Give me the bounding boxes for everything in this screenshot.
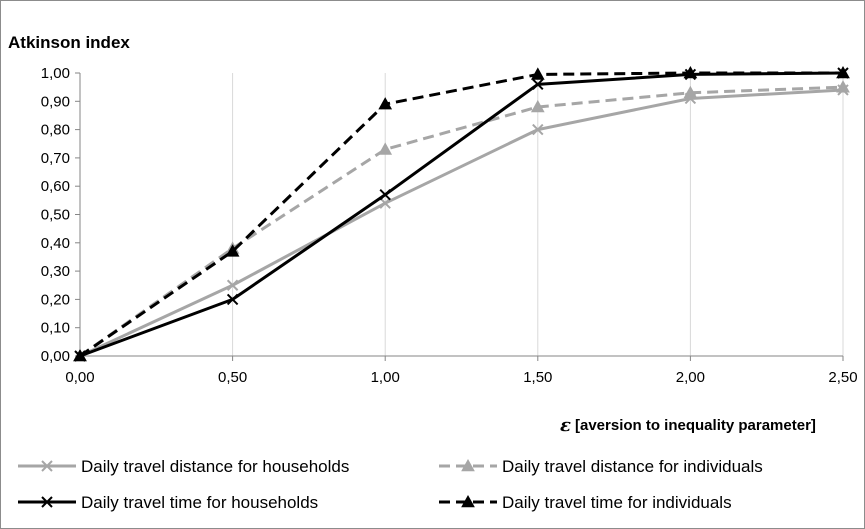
- series-2-point: [836, 80, 850, 93]
- y-tick-label: 0,90: [41, 93, 70, 110]
- x-tick-label: 2,50: [828, 369, 857, 386]
- x-tick-label: 2,00: [676, 369, 705, 386]
- y-tick-label: 0,80: [41, 122, 70, 139]
- y-axis-label: Atkinson index: [8, 33, 130, 52]
- series-3-line: [79, 71, 844, 358]
- x-tick-labels: 0,00 0,50 1,00 1,50 2,00 2,50: [65, 369, 857, 386]
- x-axis-label: [aversion to inequality parameter]: [575, 417, 816, 434]
- legend: Daily travel distance for households Dail…: [18, 457, 763, 512]
- y-tick-label: 0,70: [41, 150, 70, 167]
- series-2-point: [683, 85, 698, 99]
- series-3-point: [379, 188, 391, 201]
- y-tick-label: 0,40: [41, 235, 70, 252]
- x-tick-label: 1,00: [371, 369, 400, 386]
- series-1-point: [532, 123, 544, 136]
- series-2-line: [79, 85, 844, 358]
- y-tick-label: 0,50: [41, 207, 70, 224]
- series-1-point: [379, 197, 391, 209]
- x-tick-label: 0,50: [218, 369, 247, 386]
- series-4-point: [378, 97, 393, 110]
- legend-item: Daily travel distance for households: [18, 457, 349, 476]
- y-tick-label: 0,30: [41, 263, 70, 280]
- legend-marker: [41, 496, 53, 508]
- legend-marker: [461, 494, 475, 508]
- series-4-point: [225, 244, 240, 257]
- axes: [75, 72, 844, 361]
- series-4-point: [530, 67, 545, 80]
- y-tick-label: 1,00: [41, 65, 70, 82]
- series-3-point: [226, 293, 239, 306]
- y-tick-label: 0,20: [41, 291, 70, 308]
- series-1-point: [226, 279, 239, 291]
- legend-marker: [41, 460, 53, 472]
- series-4-line: [79, 71, 843, 358]
- legend-marker: [461, 458, 475, 472]
- series-2-point: [378, 142, 393, 155]
- legend-label: Daily travel time for individuals: [502, 493, 732, 512]
- x-tick-label: 0,00: [65, 369, 94, 386]
- grid-lines: [232, 73, 844, 356]
- legend-label: Daily travel distance for individuals: [502, 457, 763, 476]
- series-3-point: [532, 78, 544, 91]
- series-4-point: [836, 65, 850, 79]
- legend-item: Daily travel time for individuals: [439, 493, 732, 512]
- x-tick-label: 1,50: [523, 369, 552, 386]
- legend-item: Daily travel distance for individuals: [439, 457, 763, 476]
- legend-item: Daily travel time for households: [18, 493, 318, 512]
- series-2-point: [530, 99, 545, 113]
- legend-label: Daily travel distance for households: [81, 457, 349, 476]
- series-4-point: [73, 348, 87, 362]
- series-1-line: [79, 88, 844, 358]
- y-tick-label: 0,60: [41, 178, 70, 195]
- x-axis-symbol: ε: [560, 415, 571, 436]
- y-tick-label: 0,00: [41, 348, 70, 365]
- series-group: [73, 65, 850, 362]
- y-tick-label: 0,10: [41, 320, 70, 337]
- legend-label: Daily travel time for households: [81, 493, 318, 512]
- y-tick-labels: 0,00 0,10 0,20 0,30 0,40 0,50 0,60 0,70 0,80 0,90…: [41, 65, 70, 365]
- series-4-point: [683, 65, 698, 79]
